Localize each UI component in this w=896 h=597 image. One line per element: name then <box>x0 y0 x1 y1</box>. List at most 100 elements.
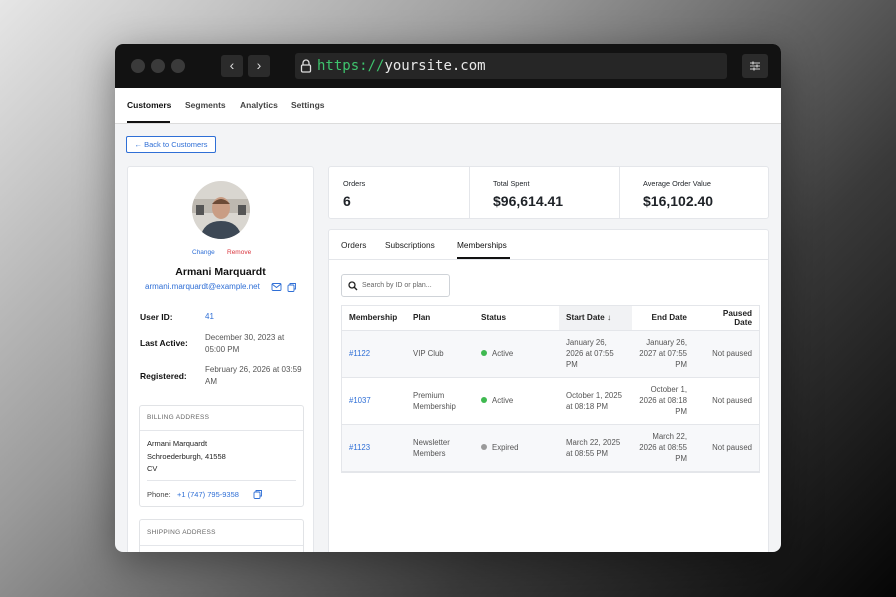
customer-name: Armani Marquardt <box>175 266 266 278</box>
window-dot[interactable] <box>151 59 165 73</box>
search-placeholder: Search by ID or plan... <box>362 282 432 289</box>
memberships-card: Orders Subscriptions Memberships Search … <box>328 229 769 552</box>
change-avatar[interactable]: Change <box>192 249 215 256</box>
browser-window: ‹ › https://yoursite.com Customers Segme… <box>115 44 781 552</box>
cell[interactable]: #1037 <box>342 377 406 425</box>
box-title: SHIPPING ADDRESS <box>147 529 216 536</box>
column-header[interactable]: Membership <box>342 306 406 331</box>
divider <box>147 480 296 481</box>
status-dot <box>481 397 487 403</box>
cell: January 26, 2027 at 07:55 PM <box>632 330 697 378</box>
status-cell: Expired <box>474 424 559 472</box>
tab[interactable]: Memberships <box>457 240 507 250</box>
address-line: Schroederburgh, 41558 <box>147 451 226 461</box>
field-value: February 26, 2026 at 03:59 AM <box>205 365 302 386</box>
nav-tab[interactable]: Segments <box>185 100 226 110</box>
shipping-box: SHIPPING ADDRESS <box>139 519 304 552</box>
tab[interactable]: Subscriptions <box>385 240 435 250</box>
status-cell: Active <box>474 377 559 425</box>
profile-card: Change Remove Armani Marquardt armani.ma… <box>127 166 314 552</box>
settings-button[interactable] <box>742 54 768 78</box>
divider <box>140 430 303 431</box>
title-bar: ‹ › https://yoursite.com <box>115 44 781 88</box>
status-dot <box>481 350 487 356</box>
back-button[interactable]: ← Back to Customers <box>126 136 216 153</box>
cell: October 1, 2025 at 08:18 PM <box>559 377 632 425</box>
stat-label: Total Spent <box>493 179 530 188</box>
search-box[interactable]: Search by ID or plan... <box>341 274 450 297</box>
field-value: December 30, 2023 at 05:00 PM <box>205 333 285 354</box>
header-row: Membership Plan Status Start Date ↓ End … <box>342 306 759 331</box>
column-header[interactable]: End Date <box>632 306 697 331</box>
stat-value: $96,614.41 <box>493 193 564 209</box>
cell[interactable]: #1123 <box>342 424 406 472</box>
stat-value: $16,102.40 <box>643 193 714 209</box>
row[interactable]: #1122 VIP Club Active January 26, 2026 a… <box>342 330 759 378</box>
cell: March 22, 2026 at 08:55 PM <box>632 424 697 472</box>
column-header[interactable]: Plan <box>406 306 474 331</box>
customer-email[interactable]: armani.marquardt@example.net <box>145 282 260 291</box>
column-header[interactable]: Paused Date <box>697 306 759 331</box>
cell: January 26, 2026 at 07:55 PM <box>559 330 632 378</box>
stat-value: 6 <box>343 193 351 209</box>
status: Active <box>492 396 514 405</box>
settings-icon <box>750 61 760 71</box>
row[interactable]: #1123 Newsletter Members Expired March 2… <box>342 424 759 472</box>
active-tab-underline <box>127 121 170 123</box>
address-line: CV <box>147 464 158 473</box>
box-title: BILLING ADDRESS <box>147 414 210 421</box>
status-cell: Active <box>474 330 559 378</box>
field-value: 41 <box>205 312 214 321</box>
url-scheme: https:// <box>317 58 385 74</box>
nav-tab[interactable]: Analytics <box>240 100 278 110</box>
active-tab-underline <box>457 257 510 259</box>
column-header[interactable]: Start Date ↓ <box>559 306 632 331</box>
stat-label: Orders <box>343 179 366 188</box>
back-nav[interactable]: ‹ <box>221 55 243 77</box>
address-line: Armani Marquardt <box>147 439 208 448</box>
divider <box>619 167 620 218</box>
column-header[interactable]: Status <box>474 306 559 331</box>
cell: Premium Membership <box>406 377 474 425</box>
url-bar[interactable]: https://yoursite.com <box>295 53 727 79</box>
email-icons[interactable] <box>271 282 297 292</box>
search-icon <box>348 281 358 291</box>
nav-tab[interactable]: Settings <box>291 100 325 110</box>
phone-label: Phone: <box>147 490 171 499</box>
avatar <box>192 181 250 239</box>
status: Active <box>492 349 514 358</box>
table-wrap: Membership Plan Status Start Date ↓ End … <box>341 305 760 473</box>
stat-label: Average Order Value <box>643 179 711 188</box>
cell: October 1, 2026 at 08:18 PM <box>632 377 697 425</box>
copy-icon[interactable] <box>253 489 263 499</box>
url-host: yoursite.com <box>384 58 486 74</box>
top-nav: Customers Segments Analytics Settings <box>115 88 781 124</box>
tab[interactable]: Orders <box>341 240 367 250</box>
field-label: User ID: <box>140 312 173 322</box>
cell: Newsletter Members <box>406 424 474 472</box>
status: Expired <box>492 443 519 452</box>
divider <box>469 167 470 218</box>
cell: March 22, 2025 at 08:55 PM <box>559 424 632 472</box>
field-label: Registered: <box>140 371 187 381</box>
cell[interactable]: #1122 <box>342 330 406 378</box>
cell: Not paused <box>697 424 759 472</box>
divider <box>329 259 768 260</box>
window-dot[interactable] <box>131 59 145 73</box>
window-dot[interactable] <box>171 59 185 73</box>
address: Armani Marquardt Schroederburgh, 41558 C… <box>147 438 226 476</box>
memberships-table: Membership Plan Status Start Date ↓ End … <box>342 306 759 472</box>
divider <box>140 545 303 546</box>
billing-box: BILLING ADDRESS Armani Marquardt Schroed… <box>139 405 304 507</box>
nav-tab[interactable]: Customers <box>127 100 172 110</box>
status-dot <box>481 444 487 450</box>
row[interactable]: #1037 Premium Membership Active October … <box>342 377 759 425</box>
phone[interactable]: +1 (747) 795-9358 <box>177 490 239 499</box>
remove-avatar[interactable]: Remove <box>227 249 252 256</box>
forward-nav[interactable]: › <box>248 55 270 77</box>
cell: Not paused <box>697 377 759 425</box>
field-label: Last Active: <box>140 338 188 348</box>
stats-card: Orders 6 Total Spent $96,614.41 Average … <box>328 166 769 219</box>
cell: Not paused <box>697 330 759 378</box>
